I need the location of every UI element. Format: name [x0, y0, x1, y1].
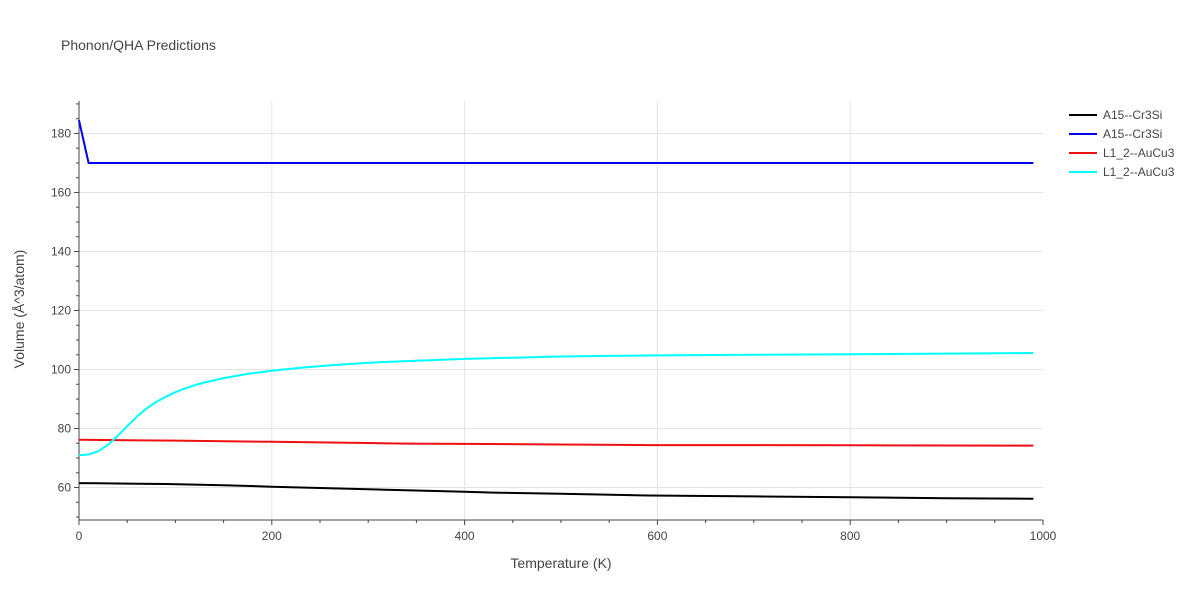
series-line: [78, 119, 1034, 164]
y-tick-label: 180: [51, 126, 71, 140]
y-tick-label: 120: [51, 304, 71, 318]
series-line: [78, 438, 1034, 447]
series-line: [78, 482, 1034, 500]
x-tick-label: 0: [76, 529, 83, 543]
x-tick-label: 600: [647, 529, 667, 543]
y-tick-label: 60: [58, 481, 72, 495]
x-tick-label: 800: [840, 529, 860, 543]
legend-label: L1_2--AuCu3: [1103, 146, 1175, 160]
axes: 0 200 400 600 800 1000 60 80 100 120 140 160 180: [51, 101, 1057, 543]
legend-label: L1_2--AuCu3: [1103, 165, 1175, 179]
x-tick-label: 1000: [1030, 529, 1057, 543]
series-line: [78, 352, 1034, 457]
x-axis-title: Temperature (K): [510, 555, 611, 571]
legend-label: A15--Cr3Si: [1103, 108, 1162, 122]
legend-label: A15--Cr3Si: [1103, 127, 1162, 141]
y-tick-label: 160: [51, 185, 71, 199]
y-tick-label: 80: [58, 422, 72, 436]
legend[interactable]: A15--Cr3Si A15--Cr3Si L1_2--AuCu3 L1_2--AuC…: [1069, 108, 1175, 179]
y-tick-label: 100: [51, 363, 71, 377]
x-tick-label: 400: [455, 529, 475, 543]
plot-area: [78, 119, 1034, 500]
x-tick-label: 200: [262, 529, 282, 543]
chart-title: Phonon/QHA Predictions: [61, 37, 216, 53]
y-axis-title: Volume (Å^3/atom): [11, 250, 27, 369]
grid: [79, 101, 1043, 520]
y-tick-label: 140: [51, 244, 71, 258]
